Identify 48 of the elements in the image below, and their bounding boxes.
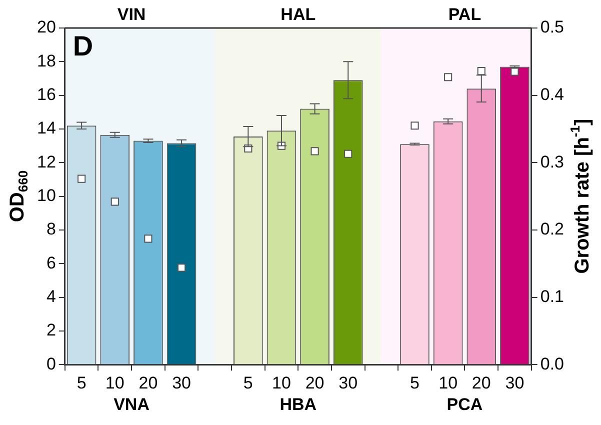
y-tick-label: 10 <box>36 186 56 205</box>
y-tick-label: 8 <box>46 220 56 239</box>
y-tick-label: 4 <box>46 286 56 306</box>
x-tick-label: 20 <box>305 373 324 392</box>
y-tick-label: 12 <box>36 152 56 172</box>
y2-tick-label: 0.3 <box>540 152 564 172</box>
y2-tick-label: 0.5 <box>540 18 564 37</box>
y-tick-label: 16 <box>36 85 56 104</box>
y-axis-title: OD660 <box>6 170 31 222</box>
y-tick-label: 20 <box>36 18 56 37</box>
x-tick-label: 10 <box>272 373 291 392</box>
point <box>444 73 452 82</box>
point <box>344 150 352 158</box>
x-tick-label: 5 <box>76 373 86 392</box>
y-tick-label: 18 <box>36 51 56 70</box>
text: PCA <box>446 394 483 414</box>
text: PAL <box>448 5 482 24</box>
x-tick-label: 30 <box>505 373 524 392</box>
x-tick-label: 20 <box>472 373 491 392</box>
x-tick-label: 10 <box>105 373 124 392</box>
point <box>310 147 319 156</box>
y-tick-label: 0 <box>46 354 56 374</box>
x-tick-label: 30 <box>338 373 358 392</box>
point <box>144 234 152 243</box>
x-tick-label: 10 <box>438 373 458 392</box>
text: HBA <box>280 394 317 414</box>
y-tick-label: 14 <box>36 118 56 138</box>
y2-axis-title: Growth rate [h-1] <box>568 118 594 274</box>
annotation: D <box>72 30 94 62</box>
y2-tick-label: 0.2 <box>540 220 564 239</box>
y-tick-label: 2 <box>46 320 56 340</box>
x-tick-label: 5 <box>410 373 420 392</box>
y2-tick-label: 0.4 <box>540 85 564 104</box>
x-tick-label: 20 <box>138 373 158 392</box>
point <box>477 67 486 76</box>
x-tick-label: 5 <box>243 373 253 392</box>
y2-tick-label: 0.1 <box>540 286 564 306</box>
text: HAL <box>280 5 316 24</box>
point <box>177 264 186 272</box>
text: VIN <box>117 5 146 24</box>
point <box>78 174 86 183</box>
x-tick-label: 30 <box>172 373 191 392</box>
y2-tick-label: 0.0 <box>540 354 564 374</box>
point <box>510 68 519 76</box>
text: VNA <box>114 394 150 414</box>
point <box>410 122 419 130</box>
point <box>110 198 119 206</box>
y-tick-label: 6 <box>46 253 56 272</box>
